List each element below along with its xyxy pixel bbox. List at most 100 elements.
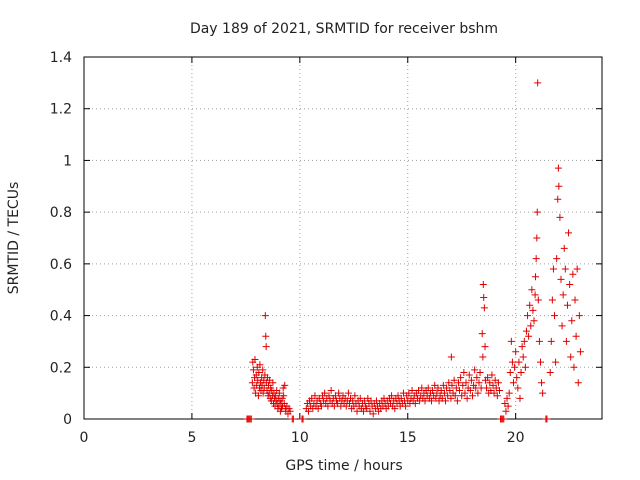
data-point [534,79,542,87]
data-point [505,389,513,397]
data-point [576,348,584,356]
data-point [551,312,559,320]
data-point [508,358,516,366]
x-tick-label: 0 [80,430,89,446]
data-point [479,281,487,289]
data-point [453,397,461,405]
data-point [454,379,462,387]
data-point [281,381,289,389]
data-point [557,275,565,283]
data-point [543,415,551,423]
data-point [466,387,474,395]
data-point [515,358,523,366]
data-point [558,322,566,330]
data-point [533,234,541,242]
data-point [471,366,479,374]
chart-title: Day 189 of 2021, SRMTID for receiver bsh… [190,21,498,37]
data-point [481,343,489,351]
data-point [391,405,399,413]
data-point [574,379,582,387]
data-point [335,389,343,397]
data-point [254,392,262,400]
x-tick-label: 15 [399,430,417,446]
data-point [475,379,483,387]
gridlines [84,57,602,419]
data-point [275,389,283,397]
data-point [462,379,470,387]
data-point [495,387,503,395]
data-point [408,387,416,395]
data-point [324,402,332,410]
data-point [568,317,576,325]
data-point [554,164,562,172]
data-point [456,387,464,395]
data-point [321,389,329,397]
data-point [560,244,568,252]
data-point [424,384,432,392]
data-point [569,270,577,278]
y-tick-label: 1.2 [50,102,72,118]
x-axis-ticks: 0 5 10 15 20 [80,57,525,446]
data-point [530,317,538,325]
data-point [286,407,294,415]
data-point [356,394,364,402]
data-point [532,255,540,263]
y-tick-label: 1 [63,153,72,169]
data-point [483,384,491,392]
data-point [478,330,486,338]
data-point [255,368,263,376]
data-point [269,379,277,387]
data-point [572,332,580,340]
data-point [575,312,583,320]
data-point [259,366,267,374]
y-axis-ticks: 0 0.2 0.4 0.6 0.8 1 1.2 1.4 [50,50,602,428]
data-point [512,348,520,356]
data-point [344,389,352,397]
data-point [317,402,325,410]
data-point [563,301,571,309]
data-point [479,353,487,361]
data-point [304,407,312,415]
y-tick-label: 1.4 [50,50,72,66]
y-tick-label: 0.6 [50,257,72,273]
data-point [461,389,469,397]
data-point [546,368,554,376]
data-point [411,399,419,407]
data-point [555,182,563,190]
data-point [521,363,529,371]
y-tick-label: 0.2 [50,360,72,376]
data-point [502,407,510,415]
data-point [448,381,456,389]
data-point [442,397,450,405]
data-point [527,322,535,330]
data-point [567,353,575,361]
data-point [536,358,544,366]
data-point [251,356,259,364]
data-point [248,379,256,387]
data-points [243,79,584,423]
data-point [534,296,542,304]
data-point [473,374,481,382]
data-point [465,371,473,379]
data-point [480,304,488,312]
data-point [525,332,533,340]
data-point [476,368,484,376]
data-point [538,379,546,387]
data-point [532,273,540,281]
data-point [447,394,455,402]
data-point [262,343,270,351]
data-point [494,379,502,387]
data-point [247,415,255,423]
data-point [571,296,579,304]
data-point [518,343,526,351]
data-point [549,265,557,273]
data-point [261,312,269,320]
data-point [388,392,396,400]
x-tick-label: 5 [187,430,196,446]
x-tick-label: 20 [507,430,525,446]
y-tick-label: 0 [63,412,72,428]
data-point [474,389,482,397]
data-point [520,337,528,345]
data-point [325,392,333,400]
